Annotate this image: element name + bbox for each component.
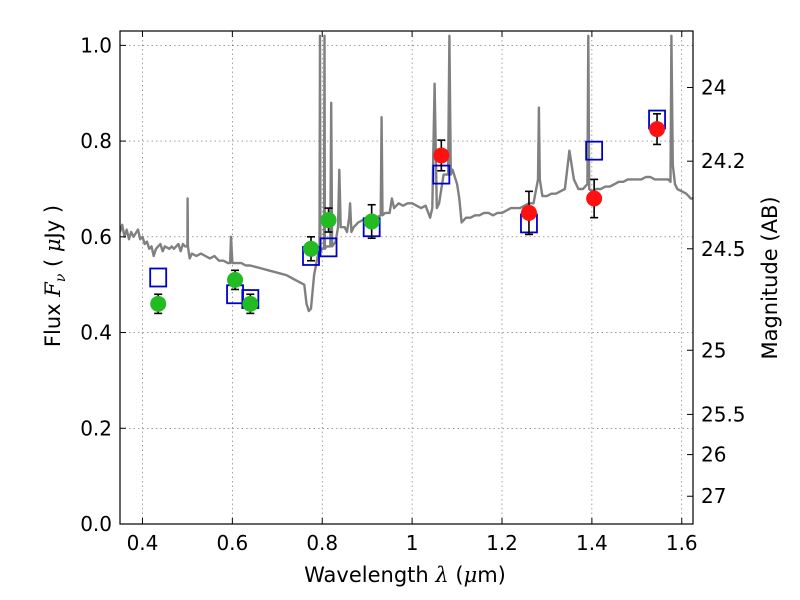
x-tick-label: 0.4 [127,531,159,555]
observed-point [649,121,666,138]
y2-tick-label: 24 [701,75,726,99]
y-tick-label: 0.0 [80,512,112,536]
y2-tick-label: 27 [701,484,726,508]
model-point-square [585,140,604,161]
y-axis-label-unit: Jy ) [41,205,65,241]
y-axis-label-mu: μ [41,238,65,252]
y-axis-label: Flux Fν ( μJy ) [41,205,69,347]
x-axis-label-text: Wavelength [304,563,435,587]
y-tick-label: 1.0 [80,33,112,57]
x-tick-label: 1.2 [486,531,518,555]
y-tick-label: 0.4 [80,321,112,345]
x-axis-label: Wavelength λ (μm) [304,563,506,587]
y-axis-label-subscript: ν [53,273,69,282]
x-tick-label: 0.8 [306,531,338,555]
x-axis-label-mu: μ [464,563,478,587]
observed-point [303,240,319,257]
x-tick-label: 0.6 [216,531,248,555]
y-tick-label: 0.2 [80,416,112,440]
y-axis-label-unit-open: ( [41,252,65,274]
observed-point [227,271,244,288]
y2-tick-label: 24.2 [701,149,746,173]
x-axis-label-symbol: λ [434,563,448,587]
observed-point [433,147,450,164]
grid-lines [120,31,693,525]
model-point-square [149,267,168,288]
observed-point [586,190,603,207]
y-axis-label-text: Flux [41,297,65,347]
x-tick-label: 1.6 [666,531,698,555]
observed-point [150,295,167,312]
y2-tick-label: 26 [701,443,726,467]
y2-tick-label: 25 [701,338,726,362]
y-axis-label-symbol: F [41,281,65,298]
axes-frame [119,30,694,525]
model-spectrum-line [120,34,693,313]
y2-tick-label: 25.5 [701,402,746,426]
axis-ticks: 0.4 0.6 0.8 1 1.2 1.4 1.6 0.0 0.2 0.4 0.6 0.8 1.0 24 2… [80,31,746,555]
y-tick-label: 0.6 [80,225,112,249]
plot-area [120,34,693,315]
y2-tick-label: 24.5 [701,237,746,261]
observed-point [320,212,337,229]
model-point-square [319,237,338,258]
x-axis-label-unit: m) [477,563,506,587]
observed-point [242,295,259,312]
y2-axis-label: Magnitude (AB) [758,196,782,359]
observed-point [520,204,537,221]
observed-point [363,213,380,230]
y-tick-label: 0.8 [80,129,112,153]
x-axis-label-unit-open: ( [449,563,464,587]
x-tick-label: 1 [406,531,419,555]
x-tick-label: 1.4 [576,531,608,555]
